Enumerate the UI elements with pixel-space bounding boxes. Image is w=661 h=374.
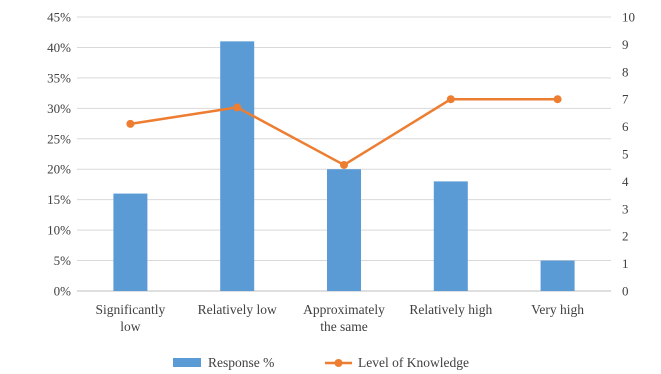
bar [113,193,148,291]
right-tick-label: 5 [622,147,629,162]
left-axis-ticks: 0% 5% 10% 15% 20% 25% 30% 35% 40% 45% [47,10,71,299]
line-point [446,95,455,104]
legend-label-response: Response % [208,355,274,370]
left-tick-label: 5% [54,253,72,268]
left-tick-label: 35% [47,70,71,85]
legend-label-knowledge: Level of Knowledge [358,355,469,370]
right-tick-label: 6 [622,119,629,134]
series-line [130,97,558,167]
right-tick-label: 1 [622,256,629,271]
right-tick-label: 8 [622,64,629,79]
legend-swatch-marker [334,359,343,367]
right-tick-label: 4 [622,174,629,189]
right-tick-label: 9 [622,37,629,52]
category-label: low [120,319,141,334]
line-series [126,95,562,169]
right-axis-ticks: 0 1 2 3 4 5 6 7 8 9 10 [622,10,635,299]
right-tick-label: 3 [622,201,629,216]
left-tick-label: 0% [54,284,72,299]
category-label: Relatively low [198,302,277,317]
legend: Response % Level of Knowledge [173,355,469,370]
legend-swatch-bar [173,358,201,367]
bar [327,169,361,291]
category-label: the same [320,319,368,334]
left-tick-label: 20% [47,162,71,177]
left-tick-label: 40% [47,40,71,55]
line-point [553,95,562,104]
category-labels: Significantly low Relatively low Approximat… [96,302,585,334]
line-point [340,160,348,169]
category-label: Approximately [303,302,385,317]
left-tick-label: 10% [47,223,71,238]
left-tick-label: 25% [47,131,71,146]
right-tick-label: 2 [622,229,629,244]
category-label: Significantly [96,302,166,317]
right-tick-label: 10 [622,10,635,25]
bar [220,41,255,291]
bar [433,181,468,291]
right-tick-label: 7 [622,92,629,107]
bar-series [113,41,575,291]
left-tick-label: 15% [47,192,71,207]
left-tick-label: 30% [47,101,71,116]
category-label: Very high [531,302,584,317]
category-label: Relatively high [409,302,492,317]
bar [540,260,575,291]
line-point [233,103,242,112]
right-tick-label: 0 [622,284,629,299]
left-tick-label: 45% [47,10,71,25]
line-point [126,119,135,128]
